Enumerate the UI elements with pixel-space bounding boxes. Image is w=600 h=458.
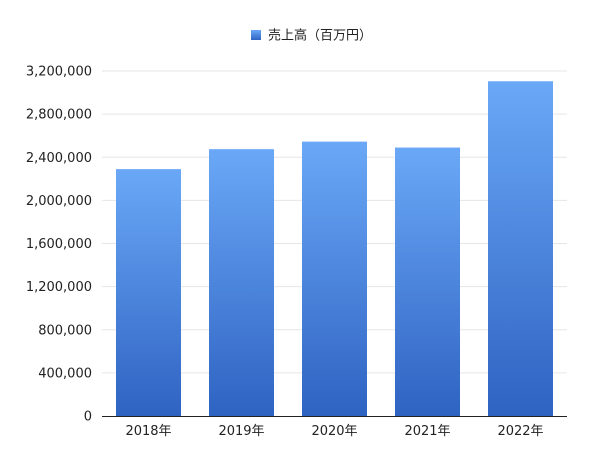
legend-label: 売上高（百万円） xyxy=(268,28,372,44)
bar xyxy=(209,149,274,416)
y-tick-label: 800,000 xyxy=(38,323,92,338)
y-tick-label: 400,000 xyxy=(38,366,92,381)
y-tick-label: 0 xyxy=(84,410,92,425)
x-tick-label: 2018年 xyxy=(125,424,171,439)
y-tick-label: 2,000,000 xyxy=(26,194,92,209)
bars xyxy=(116,81,553,416)
legend: 売上高（百万円） xyxy=(251,28,372,44)
bar xyxy=(302,141,367,416)
y-tick-label: 1,200,000 xyxy=(26,280,92,295)
x-tick-label: 2020年 xyxy=(311,424,357,439)
bar xyxy=(488,81,553,416)
x-tick-label: 2022年 xyxy=(497,424,543,439)
y-tick-label: 1,600,000 xyxy=(26,237,92,252)
y-tick-label: 2,800,000 xyxy=(26,108,92,123)
y-tick-label: 2,400,000 xyxy=(26,151,92,166)
y-tick-label: 3,200,000 xyxy=(26,65,92,80)
legend-swatch xyxy=(251,30,261,40)
x-tick-label: 2021年 xyxy=(404,424,450,439)
bar xyxy=(116,169,181,416)
y-axis: 0 400,000 800,000 1,200,000 1,600,000 2,000,0… xyxy=(26,65,92,425)
bar xyxy=(395,147,460,416)
x-tick-label: 2019年 xyxy=(218,424,264,439)
x-axis: 2018年 2019年 2020年 2021年 2022年 xyxy=(102,416,567,439)
